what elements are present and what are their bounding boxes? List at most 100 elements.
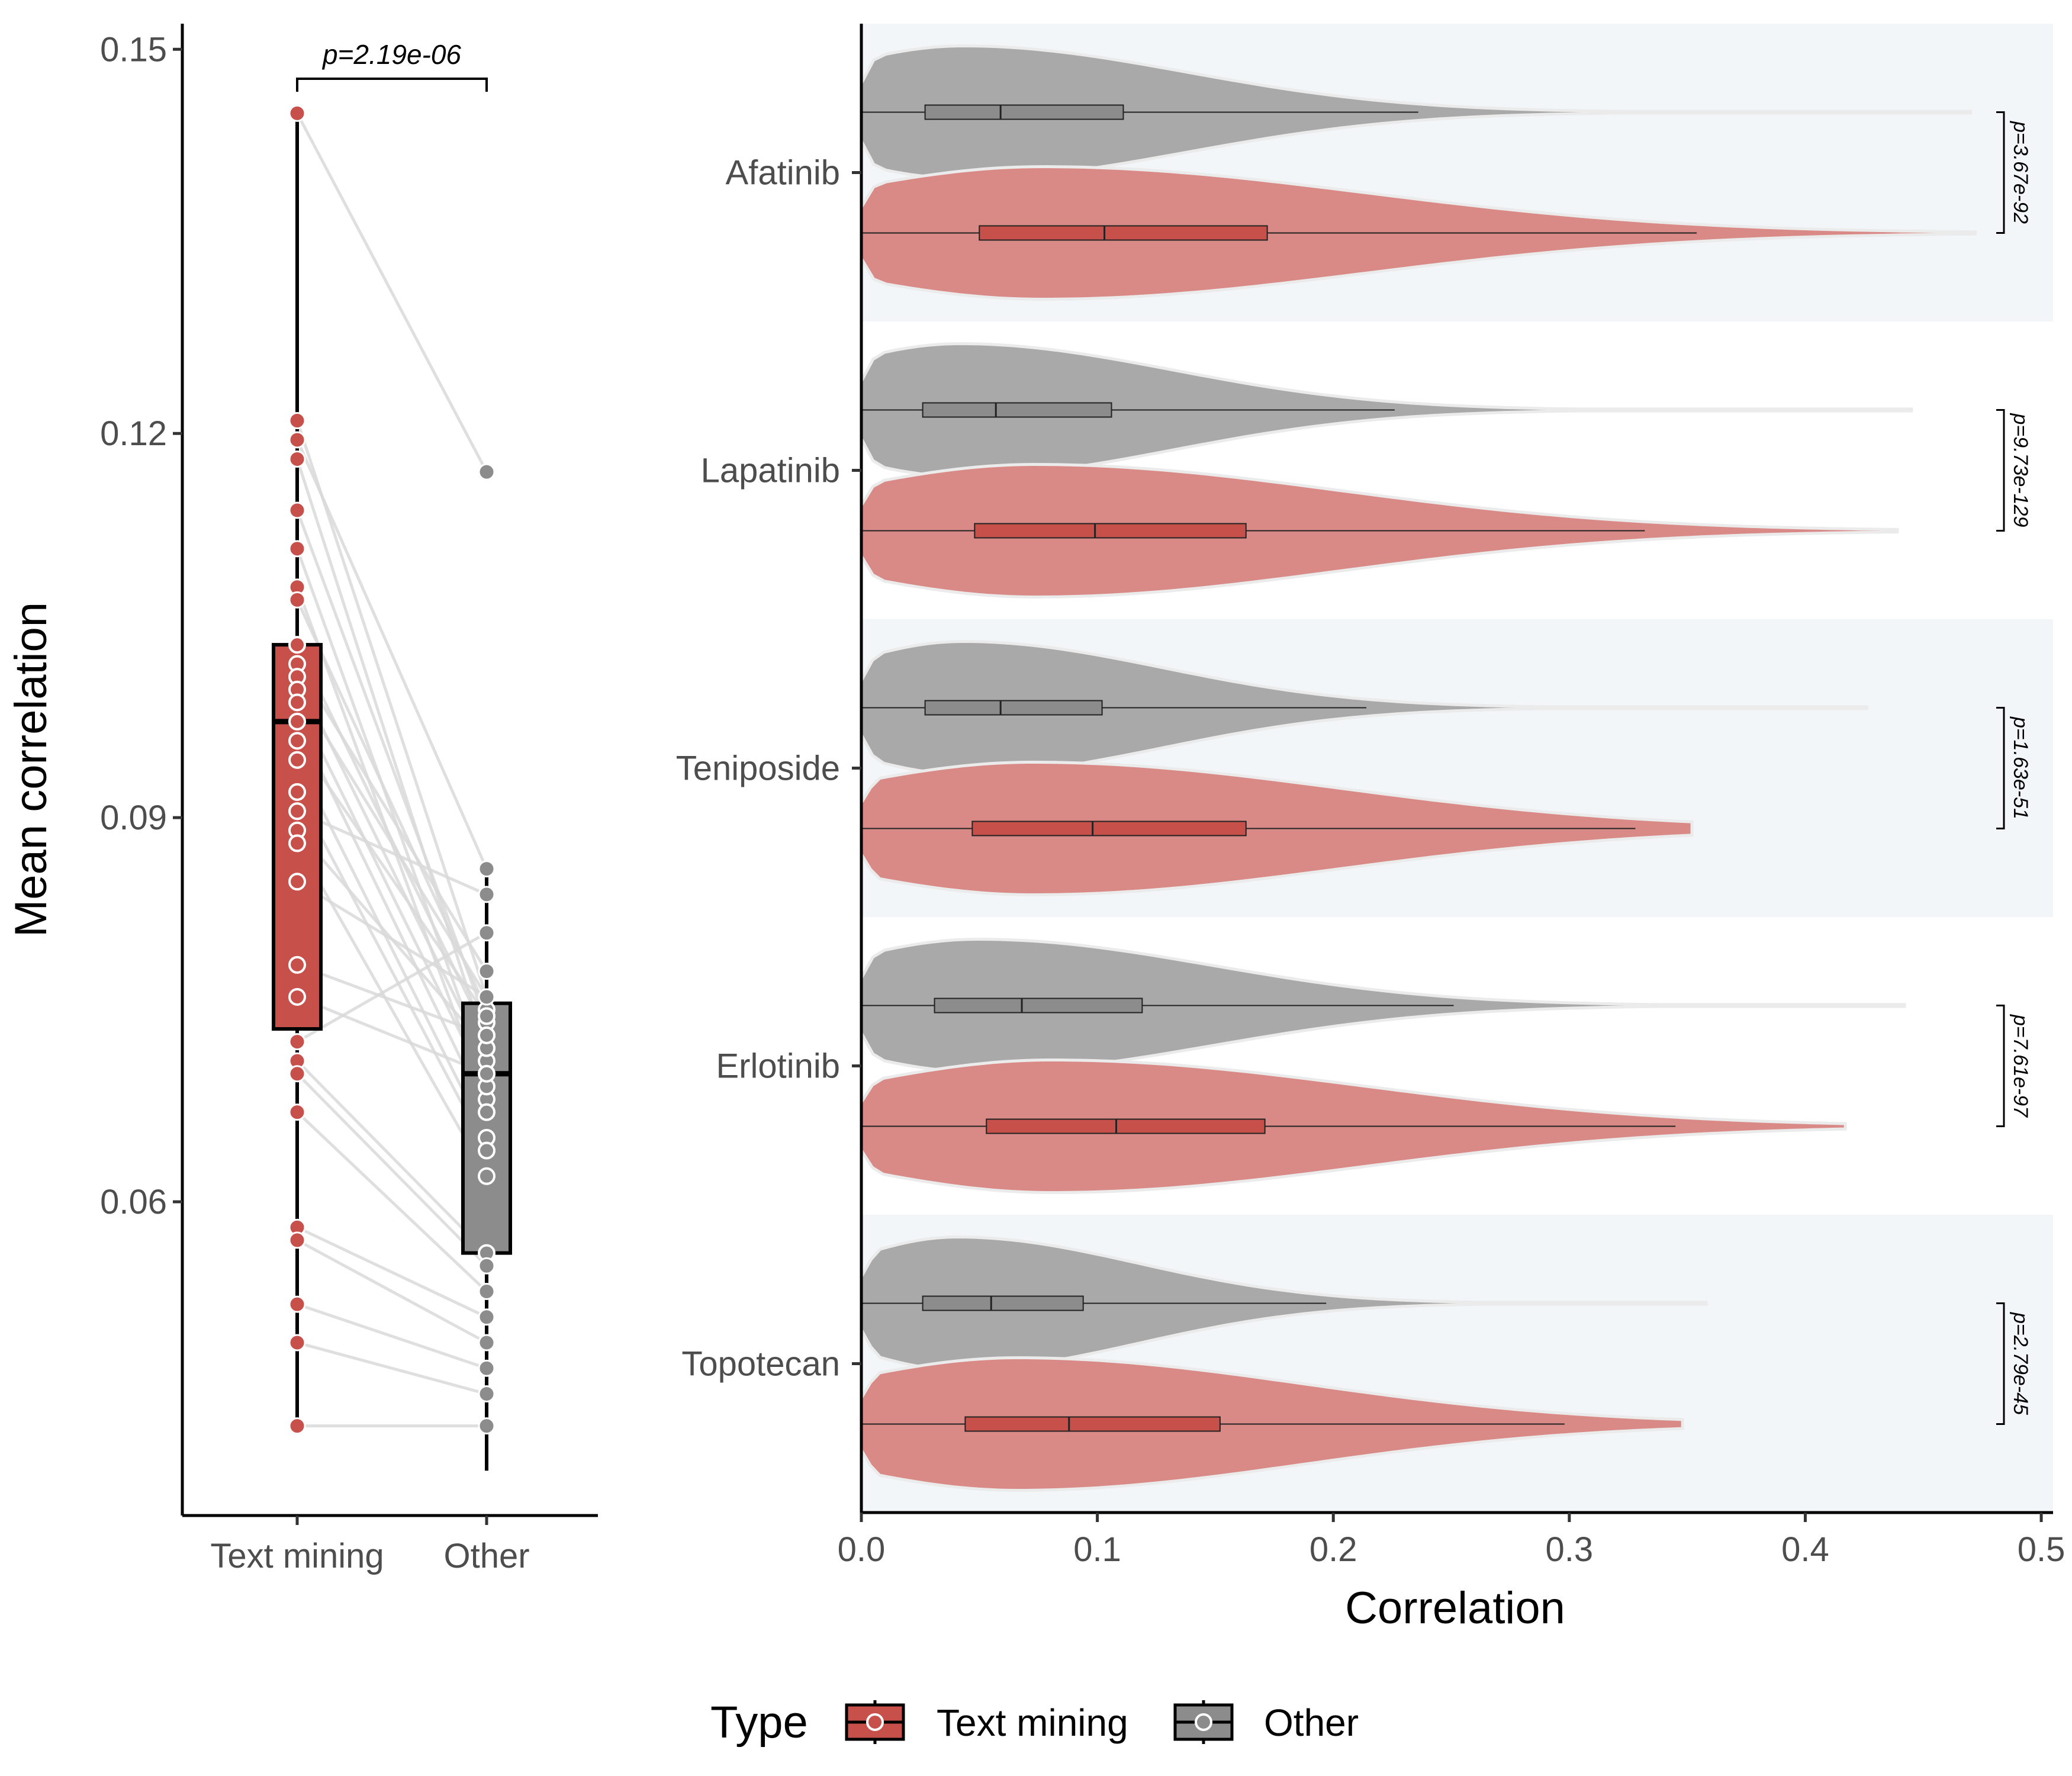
violin-box — [974, 523, 1247, 539]
legend-key-point — [866, 1713, 884, 1731]
data-point — [288, 955, 306, 974]
points-layer — [288, 104, 496, 1435]
data-point — [478, 1282, 496, 1300]
p-value-brackets: p=3.67e-92 p=9.73e-129 p=1.63e-51 p=7.61e-9… — [1996, 111, 2032, 1425]
data-point — [288, 636, 306, 654]
data-point — [478, 1385, 496, 1403]
data-point — [478, 1103, 496, 1121]
pair-line — [295, 458, 488, 1049]
pair-line — [297, 963, 487, 1037]
y-tick-label: 0.15 — [100, 30, 167, 69]
violin-box — [922, 402, 1112, 418]
boxplot-layer — [272, 113, 512, 1471]
legend-items: Text mining Other — [845, 1700, 1359, 1744]
violin-panel: p=3.67e-92 p=9.73e-129 p=1.63e-51 p=7.61e-9… — [676, 24, 2065, 1633]
p-value-bracket — [1996, 1302, 2005, 1425]
x-tick-label: 0.5 — [2018, 1530, 2065, 1569]
pair-line — [295, 759, 488, 1139]
legend-title: Type — [710, 1697, 808, 1748]
x-tick-label: 0.0 — [838, 1530, 886, 1569]
y-tick-label: Teniposide — [676, 749, 840, 788]
y-tick-label: Afatinib — [726, 154, 840, 192]
legend: Type Text mining Other — [710, 1697, 1359, 1748]
data-point — [478, 988, 496, 1006]
data-point — [478, 1026, 496, 1044]
right-axes: Afatinib Lapatinib Teniposide Erlotinib Topo… — [676, 24, 2065, 1569]
x-tick-label: Text mining — [210, 1537, 384, 1575]
x-axis-title: Correlation — [1345, 1583, 1565, 1633]
pair-line — [295, 739, 488, 1017]
violin-box — [979, 225, 1268, 241]
p-value-bracket — [1996, 111, 2005, 234]
pair-line — [295, 842, 488, 1177]
y-tick-label: 0.09 — [100, 799, 167, 837]
mean-correlation-panel: 0.06 0.09 0.12 0.15 Text mining Other Mean co… — [6, 24, 598, 1575]
violin-box — [964, 1416, 1221, 1432]
p-value-label: p=2.19e-06 — [321, 39, 461, 70]
violin-box — [986, 1118, 1266, 1134]
y-tick-label: 0.06 — [100, 1183, 167, 1221]
data-point — [478, 1167, 496, 1185]
data-point — [288, 104, 306, 122]
data-point — [288, 987, 306, 1006]
pair-line — [296, 880, 488, 999]
x-tick-label: 0.2 — [1310, 1530, 1357, 1569]
data-point — [288, 1103, 306, 1121]
data-point — [288, 751, 306, 769]
data-point — [288, 802, 306, 821]
data-point — [478, 1308, 496, 1326]
violin-box — [934, 998, 1143, 1014]
pair-line — [295, 599, 488, 1011]
left-axes: 0.06 0.09 0.12 0.15 Text mining Other — [100, 24, 598, 1575]
y-tick-label: Lapatinib — [701, 452, 840, 490]
x-tick-label: 0.4 — [1781, 1530, 1829, 1569]
legend-item-label: Other — [1264, 1701, 1359, 1744]
data-point — [288, 1033, 306, 1051]
p-value-bracket — [1996, 1005, 2005, 1127]
y-tick-label: 0.12 — [100, 414, 167, 453]
p-value-label: p=2.79e-45 — [2009, 1312, 2032, 1415]
pair-line — [295, 688, 488, 998]
x-tick-label: Other — [443, 1537, 529, 1575]
data-point — [478, 1007, 496, 1025]
violin-layer — [860, 44, 1977, 1492]
p-value-label: p=7.61e-97 — [2009, 1014, 2032, 1118]
data-point — [288, 1065, 306, 1083]
pair-line — [296, 1060, 488, 1254]
data-point — [288, 1231, 306, 1249]
data-point — [288, 412, 306, 430]
violin-box — [924, 104, 1124, 120]
pair-line — [295, 112, 488, 473]
y-axis-title: Mean correlation — [6, 602, 56, 937]
data-point — [288, 834, 306, 852]
pair-line — [296, 1111, 488, 1293]
p-value-label: p=3.67e-92 — [2009, 121, 2032, 224]
violin-box — [924, 700, 1103, 716]
pair-line — [296, 810, 488, 896]
legend-item-label: Text mining — [937, 1701, 1128, 1744]
data-point — [478, 886, 496, 903]
data-point — [478, 963, 496, 980]
pair-line — [297, 995, 487, 1076]
data-point — [478, 1359, 496, 1377]
data-point — [288, 783, 306, 801]
p-value-bracket — [1996, 707, 2005, 829]
data-point — [478, 860, 496, 878]
x-tick-label: 0.3 — [1546, 1530, 1594, 1569]
data-point — [478, 1141, 496, 1160]
violin-box — [922, 1295, 1084, 1311]
data-point — [288, 591, 306, 609]
data-point — [288, 540, 306, 558]
x-tick-label: 0.1 — [1073, 1530, 1121, 1569]
pair-line — [296, 1072, 488, 1267]
violin-box — [971, 821, 1247, 836]
data-point — [288, 431, 306, 449]
data-point — [478, 463, 496, 481]
data-point — [288, 1334, 306, 1352]
data-point — [478, 1064, 496, 1083]
p-value-label: p=9.73e-129 — [2009, 413, 2032, 527]
data-point — [288, 450, 306, 468]
data-point — [288, 712, 306, 731]
pair-line — [295, 791, 488, 1151]
significance-bracket: p=2.19e-06 — [296, 39, 488, 92]
